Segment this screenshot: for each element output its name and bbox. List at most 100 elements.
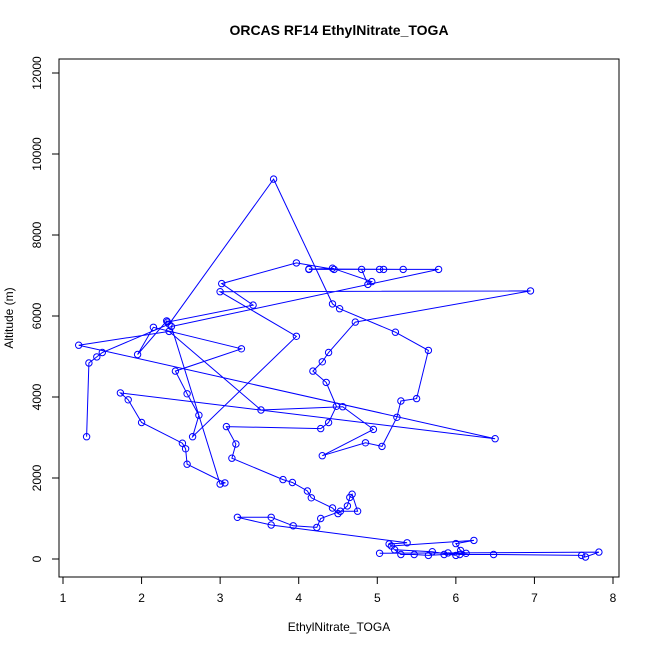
data-point bbox=[336, 507, 345, 515]
data-point bbox=[303, 487, 312, 495]
data-point bbox=[410, 550, 418, 559]
x-tick-label: 2 bbox=[138, 591, 145, 605]
y-tick-label: 10000 bbox=[30, 137, 44, 171]
data-point bbox=[163, 318, 172, 326]
data-point bbox=[379, 265, 388, 274]
data-point bbox=[75, 341, 83, 349]
series-line bbox=[78, 178, 600, 558]
chart-title: ORCAS RF14 EthylNitrate_TOGA bbox=[229, 22, 448, 38]
data-point bbox=[378, 442, 386, 451]
data-point bbox=[188, 433, 197, 441]
data-point bbox=[361, 439, 370, 447]
data-point bbox=[307, 494, 315, 502]
data-point bbox=[288, 478, 297, 487]
y-tick-label: 0 bbox=[30, 555, 44, 562]
data-point bbox=[328, 264, 337, 272]
y-tick-label: 12000 bbox=[30, 56, 44, 90]
data-point bbox=[183, 460, 191, 468]
data-point bbox=[116, 389, 125, 397]
data-point bbox=[237, 345, 246, 353]
data-point bbox=[317, 424, 325, 433]
y-tick-label: 4000 bbox=[30, 383, 44, 410]
y-tick-label: 2000 bbox=[30, 464, 44, 491]
data-point bbox=[456, 550, 464, 559]
x-tick-label: 1 bbox=[60, 591, 67, 605]
data-point bbox=[181, 445, 190, 453]
data-point bbox=[269, 175, 278, 183]
x-tick-label: 4 bbox=[295, 591, 302, 605]
data-point bbox=[137, 418, 146, 427]
y-tick-label: 6000 bbox=[30, 302, 44, 329]
data-point bbox=[403, 539, 411, 547]
data-point bbox=[85, 359, 93, 367]
x-tick-label: 6 bbox=[453, 591, 460, 605]
data-point bbox=[375, 265, 384, 274]
data-point bbox=[434, 265, 443, 274]
data-point bbox=[364, 280, 372, 289]
data-point bbox=[228, 454, 236, 462]
data-point bbox=[391, 328, 400, 336]
data-point bbox=[375, 549, 384, 557]
data-point bbox=[452, 551, 460, 560]
data-point bbox=[249, 301, 257, 309]
data-point bbox=[232, 440, 240, 448]
data-point bbox=[163, 317, 171, 325]
data-point bbox=[491, 435, 499, 443]
data-point bbox=[393, 413, 401, 421]
data-point bbox=[424, 346, 433, 355]
data-point bbox=[369, 425, 378, 434]
data-point bbox=[348, 490, 356, 498]
data-point bbox=[424, 551, 433, 560]
data-point bbox=[332, 402, 341, 410]
data-point bbox=[452, 539, 460, 548]
x-tick-label: 3 bbox=[217, 591, 224, 605]
data-point bbox=[397, 550, 405, 559]
data-point bbox=[397, 397, 405, 405]
y-axis: 0 2000 4000 6000 8000 10000 12000 bbox=[30, 56, 60, 562]
data-point bbox=[335, 305, 344, 313]
data-point bbox=[279, 475, 287, 484]
data-point bbox=[334, 509, 342, 518]
data-point bbox=[357, 265, 366, 274]
data-point bbox=[216, 480, 224, 488]
data-point bbox=[233, 513, 242, 521]
x-axis: 1 2 3 4 5 6 7 8 bbox=[60, 576, 617, 605]
data-point bbox=[257, 406, 265, 414]
data-point bbox=[305, 265, 313, 273]
x-tick-label: 8 bbox=[610, 591, 617, 605]
data-point bbox=[292, 332, 301, 340]
data-point bbox=[183, 390, 191, 398]
x-tick-label: 5 bbox=[374, 591, 381, 605]
data-point bbox=[167, 322, 176, 331]
data-point bbox=[324, 418, 333, 427]
y-axis-label: Altitude (m) bbox=[2, 287, 16, 348]
data-point bbox=[93, 353, 101, 361]
data-point bbox=[399, 265, 407, 274]
data-point bbox=[385, 540, 393, 548]
data-point bbox=[195, 411, 203, 419]
x-axis-label: EthylNitrate_TOGA bbox=[288, 620, 390, 634]
data-point bbox=[171, 367, 180, 375]
data-point bbox=[428, 548, 436, 556]
data-point bbox=[133, 350, 142, 359]
data-point bbox=[412, 394, 421, 403]
data-point bbox=[595, 548, 603, 556]
x-tick-label: 7 bbox=[531, 591, 538, 605]
data-point bbox=[313, 523, 321, 532]
data-point bbox=[351, 318, 359, 326]
data-point bbox=[330, 265, 338, 274]
data-point bbox=[267, 521, 275, 529]
data-point bbox=[124, 396, 132, 404]
data-point bbox=[221, 479, 229, 487]
data-point bbox=[98, 348, 107, 357]
data-point bbox=[489, 550, 498, 559]
data-point bbox=[178, 439, 187, 447]
data-point bbox=[581, 553, 590, 561]
data-point bbox=[318, 452, 326, 460]
data-point bbox=[470, 536, 478, 545]
data-point bbox=[444, 549, 452, 557]
data-point bbox=[343, 502, 352, 510]
data-point bbox=[328, 300, 337, 308]
